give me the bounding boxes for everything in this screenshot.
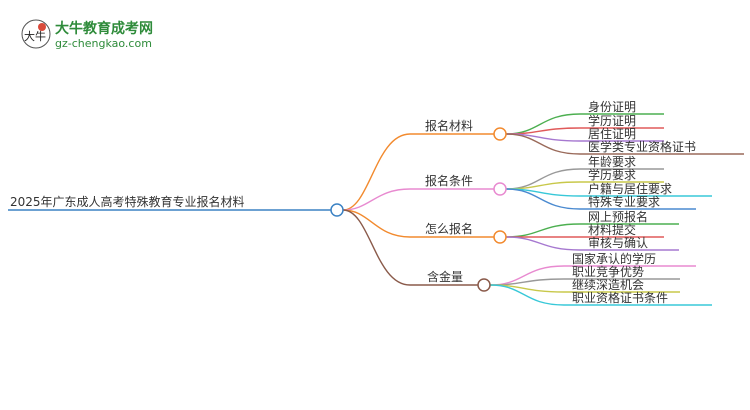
logo-mark-text: 大牛 [24, 29, 46, 43]
branch-label[interactable]: 报名材料 [425, 118, 473, 133]
root-node-collapse-icon[interactable] [330, 203, 344, 217]
leaf-connector [489, 284, 712, 306]
leaf-connector [505, 236, 679, 251]
logo-url: gz-chengkao.com [55, 37, 152, 50]
logo-title: 大牛教育成考网 [55, 20, 153, 37]
logo-seal-icon [38, 23, 46, 31]
branch-connector [342, 188, 494, 211]
leaf-label[interactable]: 身份证明 [588, 99, 636, 114]
leaf-connector [505, 133, 744, 155]
leaf-label[interactable]: 职业资格证书条件 [572, 290, 668, 305]
branch-node-collapse-icon[interactable] [493, 230, 507, 244]
leaf-label[interactable]: 医学类专业资格证书 [588, 139, 696, 154]
leaf-label[interactable]: 审核与确认 [588, 235, 648, 250]
branch-label[interactable]: 怎么报名 [425, 221, 473, 236]
leaf-label[interactable]: 职业竞争优势 [572, 265, 644, 279]
branch-node-collapse-icon[interactable] [493, 127, 507, 141]
leaf-label[interactable]: 国家承认的学历 [572, 251, 656, 266]
branch-node-collapse-icon[interactable] [477, 278, 491, 292]
branch-node-collapse-icon[interactable] [493, 182, 507, 196]
branch-connector [342, 209, 478, 286]
branch-connector [342, 133, 494, 211]
leaf-label[interactable]: 材料提交 [588, 222, 636, 237]
leaf-label[interactable]: 学历要求 [588, 167, 636, 182]
leaf-label[interactable]: 年龄要求 [588, 155, 636, 169]
logo: 大牛 大牛教育成考网 gz-chengkao.com [21, 19, 153, 50]
leaf-label[interactable]: 网上预报名 [588, 209, 648, 224]
leaf-label[interactable]: 特殊专业要求 [588, 194, 660, 209]
leaf-label[interactable]: 继续深造机会 [572, 278, 644, 292]
branch-label[interactable]: 报名条件 [425, 173, 473, 188]
root-label: 2025年广东成人高考特殊教育专业报名材料 [10, 194, 245, 209]
branch-connector [342, 209, 494, 238]
leaf-label[interactable]: 学历证明 [588, 113, 636, 128]
leaf-label[interactable]: 户籍与居住要求 [588, 181, 672, 196]
branch-label[interactable]: 含金量 [427, 269, 463, 284]
leaf-label[interactable]: 居住证明 [588, 127, 636, 141]
leaf-connector [505, 188, 696, 210]
leaf-connector [505, 113, 664, 135]
